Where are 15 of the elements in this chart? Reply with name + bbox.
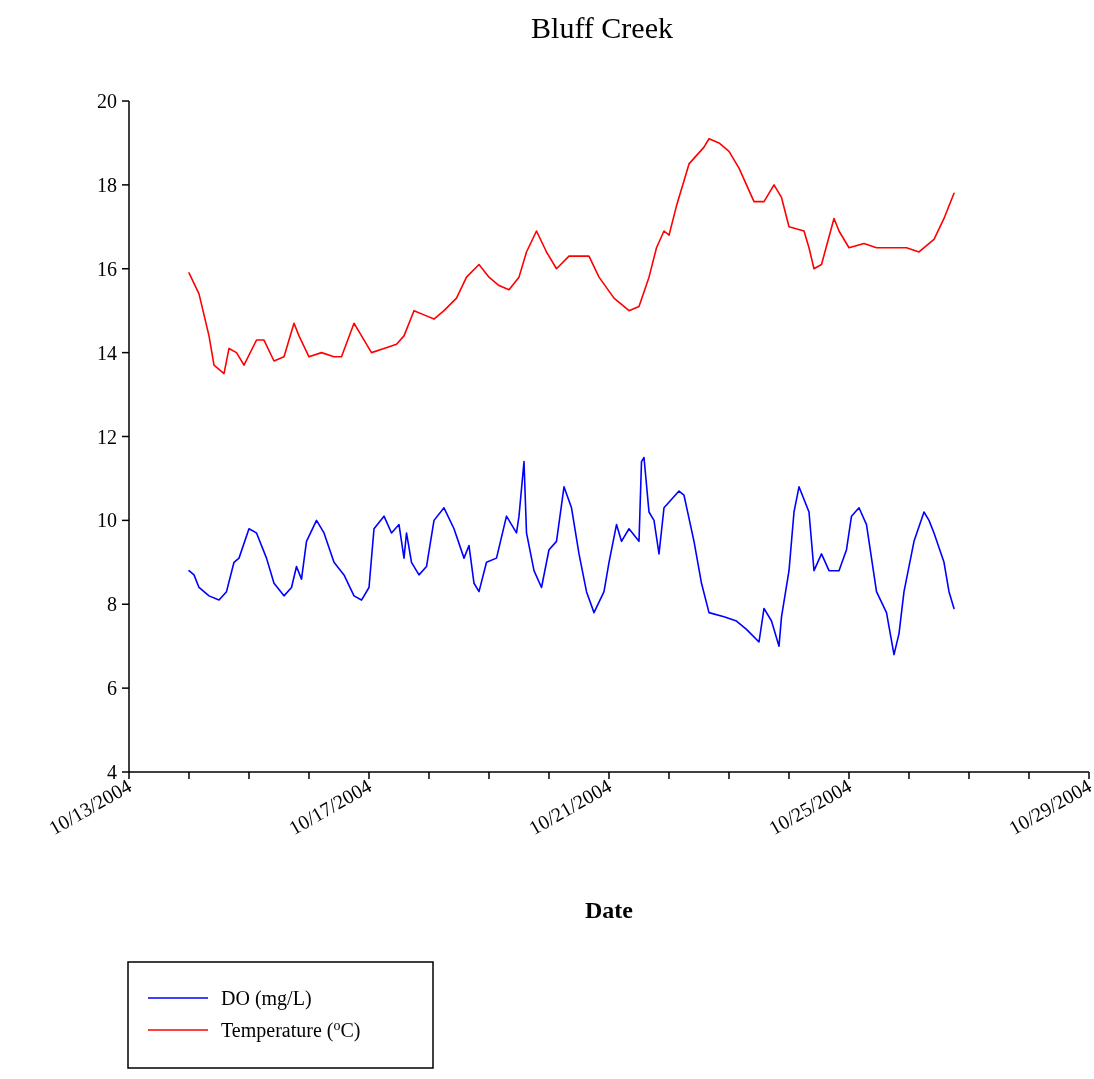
y-tick-label: 20	[97, 90, 117, 112]
legend-label: DO (mg/L)	[221, 987, 312, 1010]
chart-title: Bluff Creek	[531, 11, 673, 44]
legend-label: Temperature ($^{o}$C)	[221, 1017, 361, 1042]
y-tick-label: 4	[107, 761, 117, 783]
y-tick-label: 18	[97, 173, 117, 196]
y-tick-label: 8	[107, 593, 117, 616]
y-tick-label: 6	[107, 677, 117, 700]
x-axis-title: Date	[585, 897, 634, 923]
y-tick-label: 10	[97, 509, 117, 532]
line-series	[188, 137, 955, 375]
y-tick-label: 12	[97, 425, 117, 448]
y-tick-label: 14	[97, 341, 117, 364]
line-series	[188, 456, 955, 656]
y-tick-label: 16	[97, 257, 117, 280]
